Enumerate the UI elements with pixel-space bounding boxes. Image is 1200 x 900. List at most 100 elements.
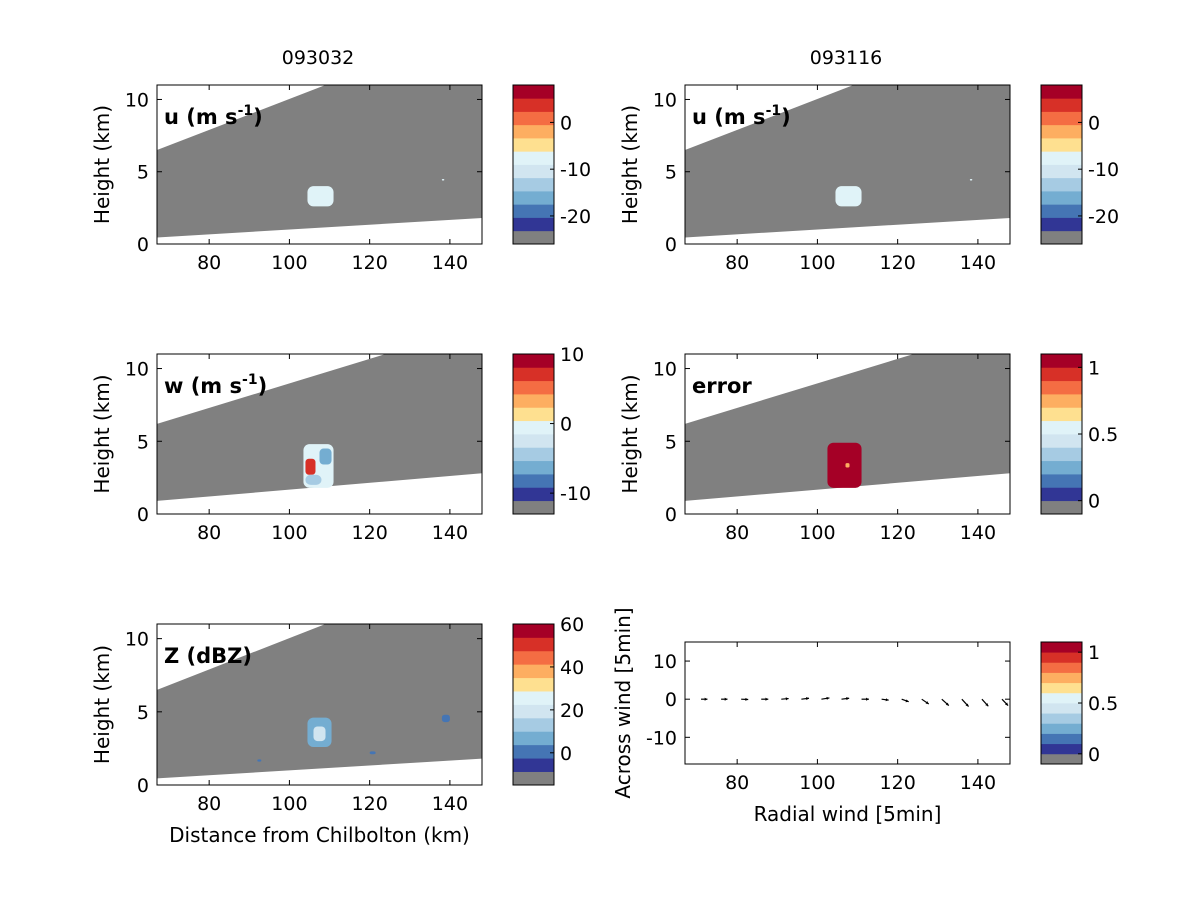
- x-tick-label-1: 100: [799, 522, 835, 544]
- y-axis-label: Across wind [5min]: [611, 607, 635, 798]
- y-tick-label-1: 5: [665, 162, 677, 184]
- x-tick-label-3: 140: [432, 252, 468, 274]
- colorbar-segment-6: [1041, 151, 1082, 165]
- colorbar-segment-5: [513, 704, 554, 719]
- axes-frame: [684, 353, 1011, 515]
- data-feature-2: [319, 448, 332, 465]
- beam-sector-masked: [157, 624, 482, 779]
- beam-sector-masked: [157, 85, 482, 238]
- colorbar: 60 40 20 0: [512, 614, 584, 786]
- colorbar-frame: [1040, 84, 1083, 245]
- colorbar-segment-3: [1041, 460, 1082, 475]
- wind-arrowhead-12: [945, 702, 949, 706]
- colorbar-segment-6: [513, 420, 554, 435]
- colorbar-segment-7: [1041, 682, 1082, 694]
- axes-frame: [156, 353, 483, 515]
- y-tick-label-1: 0: [665, 689, 677, 711]
- x-axis-label: Radial wind [5min]: [754, 802, 942, 826]
- colorbar-segment-2: [513, 204, 554, 218]
- colorbar-tick-label-2: -20: [1088, 206, 1119, 228]
- plot-content: [701, 696, 1009, 707]
- data-feature-2: [441, 714, 450, 723]
- colorbar: 10.50: [1040, 353, 1118, 515]
- y-tick-label-1: 5: [137, 162, 149, 184]
- colorbar-segment-8: [513, 394, 554, 408]
- colorbar-segment-9: [513, 380, 554, 395]
- colorbar-segment-3: [513, 460, 554, 475]
- x-tick-label-1: 100: [271, 522, 307, 544]
- y-tick-label-2: 10: [125, 89, 149, 111]
- x-tick-label-0: 80: [725, 522, 749, 544]
- colorbar-tick-label-1: 0: [560, 414, 572, 436]
- colorbar-tick-label-2: -10: [560, 483, 591, 505]
- colorbar-segment-5: [1041, 434, 1082, 448]
- colorbar-segment-0: [513, 500, 554, 515]
- colorbar-segment-8: [1041, 672, 1082, 684]
- colorbar-segment-3: [1041, 191, 1082, 205]
- colorbar-tick-label-2: 0: [1088, 491, 1100, 513]
- colorbar-tick-label-1: -10: [560, 159, 591, 181]
- data-feature-1: [969, 178, 973, 181]
- colorbar-segment-10: [513, 367, 554, 382]
- y-tick-label-0: 0: [137, 775, 149, 797]
- x-tick-label-0: 80: [725, 772, 749, 794]
- plot-area: [685, 642, 1010, 764]
- colorbar-segment-3: [513, 731, 554, 746]
- x-tick-label-1: 100: [271, 252, 307, 274]
- colorbar-segment-1: [513, 487, 554, 502]
- wind-arrowhead-2: [745, 697, 749, 701]
- y-tick-label-2: 10: [653, 651, 677, 673]
- colorbar-tick-label-2: 20: [560, 700, 584, 722]
- data-feature-0: [835, 186, 862, 207]
- colorbar-segment-6: [513, 691, 554, 705]
- x-tick-label-3: 140: [960, 252, 996, 274]
- data-feature-3: [305, 474, 322, 485]
- colorbar-tick-label-1: 40: [560, 657, 584, 679]
- plot-content: [685, 85, 1010, 238]
- colorbar-tick-label-2: 0: [1088, 744, 1100, 766]
- colorbar-segment-3: [1041, 723, 1082, 734]
- y-axis-label: Height (km): [90, 374, 114, 493]
- colorbar-tick-label-0: 60: [560, 614, 584, 636]
- y-tick-label-2: 10: [653, 89, 677, 111]
- x-tick-label-2: 120: [880, 522, 916, 544]
- data-feature-1: [845, 463, 850, 468]
- panel-label: u (m s-1): [164, 103, 263, 129]
- x-tick-label-0: 80: [197, 522, 221, 544]
- panel-label: u (m s-1): [692, 103, 791, 129]
- colorbar-segment-11: [1041, 85, 1082, 99]
- colorbar-segment-2: [1041, 474, 1082, 488]
- axes-frame: [684, 84, 1011, 245]
- x-tick-label-2: 120: [880, 252, 916, 274]
- colorbar-segment-2: [1041, 733, 1082, 745]
- panel-u_093116: 80 100 120 140 0 5 10 Height (km) u (m s-1) 0 -10 -…: [618, 84, 1119, 274]
- data-feature-1: [305, 458, 316, 475]
- axes-frame: [156, 623, 483, 786]
- colorbar-segment-4: [1041, 713, 1082, 724]
- colorbar-segment-2: [513, 744, 554, 759]
- x-tick-label-2: 120: [352, 522, 388, 544]
- colorbar-tick-label-0: 10: [560, 344, 584, 366]
- data-feature-0: [307, 186, 334, 207]
- y-tick-label-2: 10: [653, 359, 677, 381]
- panel-label-tail: ): [781, 105, 791, 129]
- colorbar-tick-label-1: 0.5: [1088, 424, 1118, 446]
- panel-label-main: u (m s: [692, 105, 766, 129]
- panel-label-tail: ): [253, 105, 263, 129]
- colorbar-segment-11: [513, 624, 554, 638]
- colorbar-segment-0: [1041, 230, 1082, 245]
- colorbar-tick-label-0: 1: [1088, 642, 1100, 664]
- colorbar-segment-7: [513, 407, 554, 422]
- colorbar-segment-4: [1041, 177, 1082, 192]
- colorbar-segment-6: [1041, 692, 1082, 704]
- colorbar-segment-8: [1041, 394, 1082, 408]
- y-tick-label-2: 10: [125, 359, 149, 381]
- y-tick-label-0: 0: [137, 234, 149, 256]
- colorbar-segment-8: [513, 124, 554, 139]
- colorbar-tick-label-1: 0.5: [1088, 693, 1118, 715]
- colorbar-tick-label-1: -10: [1088, 159, 1119, 181]
- y-tick-label-0: 0: [137, 504, 149, 526]
- y-tick-label-0: 0: [665, 234, 677, 256]
- colorbar-segment-3: [513, 191, 554, 205]
- x-tick-label-2: 120: [880, 772, 916, 794]
